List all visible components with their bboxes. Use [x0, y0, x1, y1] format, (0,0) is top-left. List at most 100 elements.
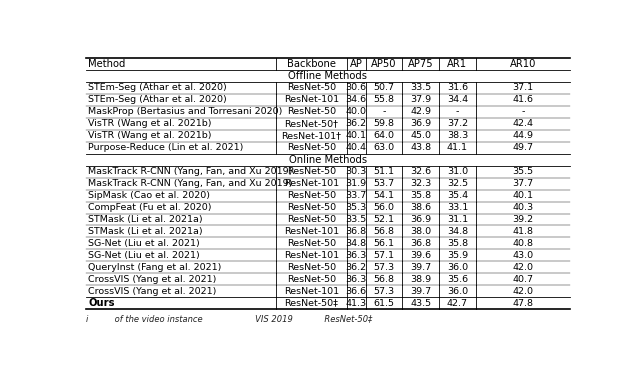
Text: 33.7: 33.7 — [346, 191, 367, 200]
Text: 40.7: 40.7 — [513, 275, 533, 284]
Text: STMask (Li et al. 2021a): STMask (Li et al. 2021a) — [88, 227, 203, 236]
Text: 41.8: 41.8 — [513, 227, 533, 236]
Text: 40.0: 40.0 — [346, 107, 367, 116]
Text: ResNet-101: ResNet-101 — [284, 251, 339, 260]
Text: 37.7: 37.7 — [513, 179, 534, 188]
Text: CrossVIS (Yang et al. 2021): CrossVIS (Yang et al. 2021) — [88, 287, 217, 296]
Text: 42.7: 42.7 — [447, 299, 468, 308]
Text: 38.3: 38.3 — [447, 131, 468, 140]
Text: STMask (Li et al. 2021a): STMask (Li et al. 2021a) — [88, 215, 203, 224]
Text: 37.9: 37.9 — [410, 95, 431, 104]
Text: 57.3: 57.3 — [374, 263, 395, 272]
Text: AR1: AR1 — [447, 59, 467, 69]
Text: Purpose-Reduce (Lin et al. 2021): Purpose-Reduce (Lin et al. 2021) — [88, 143, 244, 152]
Text: 52.1: 52.1 — [374, 215, 394, 224]
Text: 33.5: 33.5 — [346, 215, 367, 224]
Text: QueryInst (Fang et al. 2021): QueryInst (Fang et al. 2021) — [88, 263, 222, 272]
Text: Offline Methods: Offline Methods — [289, 71, 367, 81]
Text: 55.8: 55.8 — [374, 95, 394, 104]
Text: 34.4: 34.4 — [447, 95, 468, 104]
Text: ResNet-50: ResNet-50 — [287, 275, 336, 284]
Text: 31.9: 31.9 — [346, 179, 367, 188]
Text: 35.8: 35.8 — [447, 239, 468, 248]
Text: 36.0: 36.0 — [447, 263, 468, 272]
Text: Ours: Ours — [88, 298, 115, 308]
Text: Method: Method — [88, 59, 126, 69]
Text: 35.4: 35.4 — [447, 191, 468, 200]
Text: 36.9: 36.9 — [410, 119, 431, 128]
Text: 50.7: 50.7 — [374, 83, 394, 92]
Text: 30.3: 30.3 — [346, 167, 367, 176]
Text: MaskTrack R-CNN (Yang, Fan, and Xu 2019): MaskTrack R-CNN (Yang, Fan, and Xu 2019) — [88, 167, 293, 176]
Text: 31.0: 31.0 — [447, 167, 468, 176]
Text: 42.4: 42.4 — [513, 119, 533, 128]
Text: 57.1: 57.1 — [374, 251, 394, 260]
Text: ResNet-50: ResNet-50 — [287, 191, 336, 200]
Text: VisTR (Wang et al. 2021b): VisTR (Wang et al. 2021b) — [88, 119, 212, 128]
Text: ResNet-101: ResNet-101 — [284, 227, 339, 236]
Text: 41.6: 41.6 — [513, 95, 533, 104]
Text: 37.1: 37.1 — [513, 83, 534, 92]
Text: 36.6: 36.6 — [346, 287, 367, 296]
Text: CompFeat (Fu et al. 2020): CompFeat (Fu et al. 2020) — [88, 203, 212, 212]
Text: MaskTrack R-CNN (Yang, Fan, and Xu 2019): MaskTrack R-CNN (Yang, Fan, and Xu 2019) — [88, 179, 293, 188]
Text: 32.3: 32.3 — [410, 179, 431, 188]
Text: ResNet-50: ResNet-50 — [287, 143, 336, 152]
Text: ResNet-50†: ResNet-50† — [284, 119, 339, 128]
Text: SG-Net (Liu et al. 2021): SG-Net (Liu et al. 2021) — [88, 239, 200, 248]
Text: 54.1: 54.1 — [374, 191, 394, 200]
Text: 36.2: 36.2 — [346, 263, 367, 272]
Text: 38.9: 38.9 — [410, 275, 431, 284]
Text: AP: AP — [350, 59, 363, 69]
Text: 42.9: 42.9 — [410, 107, 431, 116]
Text: 39.2: 39.2 — [513, 215, 534, 224]
Text: 47.8: 47.8 — [513, 299, 533, 308]
Text: ResNet-50: ResNet-50 — [287, 107, 336, 116]
Text: ResNet-50: ResNet-50 — [287, 263, 336, 272]
Text: 40.4: 40.4 — [346, 143, 367, 152]
Text: 30.6: 30.6 — [346, 83, 367, 92]
Text: -: - — [456, 107, 459, 116]
Text: VisTR (Wang et al. 2021b): VisTR (Wang et al. 2021b) — [88, 131, 212, 140]
Text: ResNet-101†: ResNet-101† — [282, 131, 341, 140]
Text: 31.1: 31.1 — [447, 215, 468, 224]
Text: 35.5: 35.5 — [513, 167, 534, 176]
Text: SG-Net (Liu et al. 2021): SG-Net (Liu et al. 2021) — [88, 251, 200, 260]
Text: 42.0: 42.0 — [513, 287, 533, 296]
Text: MaskProp (Bertasius and Torresani 2020): MaskProp (Bertasius and Torresani 2020) — [88, 107, 283, 116]
Text: 32.5: 32.5 — [447, 179, 468, 188]
Text: 36.8: 36.8 — [410, 239, 431, 248]
Text: 39.7: 39.7 — [410, 287, 431, 296]
Text: ResNet-50: ResNet-50 — [287, 215, 336, 224]
Text: 38.6: 38.6 — [410, 203, 431, 212]
Text: 56.8: 56.8 — [374, 227, 394, 236]
Text: 64.0: 64.0 — [374, 131, 394, 140]
Text: 35.9: 35.9 — [447, 251, 468, 260]
Text: 40.3: 40.3 — [513, 203, 534, 212]
Text: ResNet-50‡: ResNet-50‡ — [284, 299, 339, 308]
Text: Online Methods: Online Methods — [289, 154, 367, 165]
Text: AP75: AP75 — [408, 59, 433, 69]
Text: 36.0: 36.0 — [447, 287, 468, 296]
Text: 56.0: 56.0 — [374, 203, 394, 212]
Text: 56.1: 56.1 — [374, 239, 394, 248]
Text: 63.0: 63.0 — [374, 143, 395, 152]
Text: 34.8: 34.8 — [447, 227, 468, 236]
Text: -: - — [521, 107, 525, 116]
Text: 36.3: 36.3 — [346, 275, 367, 284]
Text: 45.0: 45.0 — [410, 131, 431, 140]
Text: 44.9: 44.9 — [513, 131, 533, 140]
Text: ResNet-101: ResNet-101 — [284, 179, 339, 188]
Text: ResNet-50: ResNet-50 — [287, 239, 336, 248]
Text: 56.8: 56.8 — [374, 275, 394, 284]
Text: SipMask (Cao et al. 2020): SipMask (Cao et al. 2020) — [88, 191, 211, 200]
Text: 43.0: 43.0 — [513, 251, 534, 260]
Text: STEm-Seg (Athar et al. 2020): STEm-Seg (Athar et al. 2020) — [88, 83, 227, 92]
Text: 32.6: 32.6 — [410, 167, 431, 176]
Text: 43.5: 43.5 — [410, 299, 431, 308]
Text: 38.0: 38.0 — [410, 227, 431, 236]
Text: 36.2: 36.2 — [346, 119, 367, 128]
Text: AR10: AR10 — [509, 59, 536, 69]
Text: 35.6: 35.6 — [447, 275, 468, 284]
Text: 39.7: 39.7 — [410, 263, 431, 272]
